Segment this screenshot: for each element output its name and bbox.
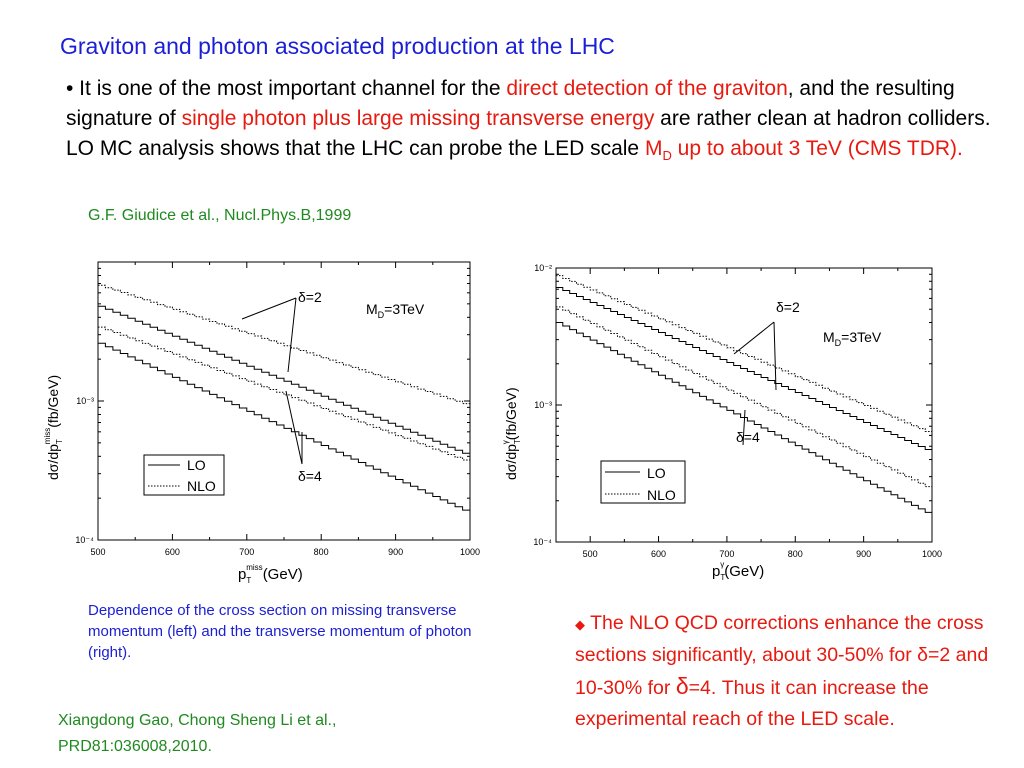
annotation-md-main: M: [366, 301, 378, 317]
series-lo-delta2: [556, 287, 932, 450]
legend-nlo-label: NLO: [647, 487, 676, 503]
arrow-delta4-a: [285, 390, 303, 465]
citation-top: G.F. Giudice et al., Nucl.Phys.B,1999: [88, 207, 352, 224]
annotation-md: MD=3TeV: [366, 301, 425, 320]
note-delta-1: δ: [917, 644, 929, 666]
series-lo-delta2: [98, 305, 470, 454]
annotation-md-sub: D: [378, 310, 385, 320]
x-axis-label: pTγ(GeV): [712, 560, 764, 582]
chart-left-svg: 500 600 700 800 900 1000 10⁻³ 10⁻⁴ LO NLO MD=3…: [43, 261, 480, 585]
conclusion-note: ◆ The NLO QCD corrections enhance the cr…: [575, 608, 1015, 735]
note-delta-2: δ: [675, 673, 689, 699]
arrow-delta2-a: [241, 297, 297, 320]
x-tick-label: 600: [651, 549, 666, 559]
figure-caption: Dependence of the cross section on missi…: [88, 602, 472, 661]
intro-text-3: are rather clean at hadron colliders. LO…: [66, 107, 991, 160]
y-tick-label: 10⁻²: [534, 263, 552, 273]
x-tick-label: 800: [788, 549, 803, 559]
arrow-delta2-b: [773, 321, 777, 391]
annotation-delta2: δ=2: [776, 299, 800, 315]
annotation-delta2: δ=2: [298, 289, 322, 305]
intro-highlight-md: MD up to about 3 TeV (CMS TDR).: [644, 137, 963, 164]
chart-right-svg: 500 600 700 800 900 1000 10⁻²10⁻³10⁻⁴ LO NLO …: [501, 263, 942, 582]
legend-frame: [143, 454, 225, 496]
intro-text-2: , and the resulting signature of: [66, 77, 955, 130]
intro-text-1: • It is one of the most important channe…: [66, 77, 507, 100]
note-text-3: =4. Thus it can increase the experimenta…: [575, 677, 929, 730]
annotation-delta4: δ=4: [736, 429, 760, 445]
legend-nlo-label: NLO: [187, 478, 216, 494]
diamond-bullet-icon: ◆: [575, 617, 585, 632]
x-tick-label: 900: [388, 547, 403, 557]
intro-highlight-graviton: direct detection of the graviton: [506, 77, 788, 100]
annotation-delta4: δ=4: [298, 468, 322, 484]
y-tick-label: 10⁻³: [76, 396, 94, 406]
intro-md-sub: D: [662, 148, 672, 164]
note-text-1: The NLO QCD corrections enhance the cros…: [575, 612, 984, 666]
annotation-md-tail: =3TeV: [384, 301, 425, 317]
series-nlo-delta2: [556, 275, 932, 432]
x-tick-label: 900: [856, 549, 871, 559]
legend: LO NLO: [600, 460, 686, 504]
series-lo-delta4: [556, 322, 932, 513]
arrow-delta4-a: [742, 409, 746, 446]
intro-paragraph: • It is one of the most important channe…: [66, 74, 996, 171]
x-tick-label: 700: [719, 549, 734, 559]
x-tick-label: 700: [239, 547, 254, 557]
annotation-md: MD=3TeV: [823, 329, 882, 348]
arrow-delta2-b: [287, 297, 297, 373]
x-tick-label: 800: [314, 547, 329, 557]
x-axis-label: pTmiss(GeV): [238, 563, 303, 585]
intro-md-main: M: [644, 137, 663, 160]
x-tick-label: 600: [165, 547, 180, 557]
chart-left: 500 600 700 800 900 1000 10⁻³ 10⁻⁴ LO NLO MD=3…: [40, 252, 485, 597]
note-text-2: =2 and 10-30% for: [575, 644, 989, 699]
series-nlo-delta4: [556, 306, 932, 488]
chart-right: 500 600 700 800 900 1000 10⁻² 10⁻³ 10⁻⁴ LO NLO …: [498, 262, 948, 592]
series-nlo-delta4: [98, 326, 470, 461]
legend-lo-label: LO: [187, 457, 206, 473]
legend: LO NLO: [143, 454, 225, 496]
series-lo-delta4: [98, 342, 470, 511]
x-tick-label: 1000: [922, 549, 942, 559]
y-axis-label: dσ/dpTγ(fb/GeV): [501, 387, 522, 480]
citation-bottom-line2: PRD81:036008,2010.: [58, 738, 212, 755]
y-axis-label: dσ/dpTmiss(fb/GeV): [43, 375, 64, 480]
y-tick-label: 10⁻⁴: [533, 537, 552, 547]
arrow-delta2-a: [733, 321, 775, 355]
y-tick-label: 10⁻³: [534, 400, 552, 410]
legend-lo-label: LO: [647, 465, 666, 481]
x-tick-label: 1000: [460, 547, 480, 557]
x-tick-label: 500: [90, 547, 105, 557]
legend-frame: [600, 460, 686, 504]
intro-md-tail: up to about 3 TeV (CMS TDR).: [671, 137, 963, 160]
svg-text:MD=3TeV: MD=3TeV: [366, 301, 425, 320]
slide-title: Graviton and photon associated productio…: [60, 33, 615, 59]
x-tick-label: 500: [583, 549, 598, 559]
citation-bottom-line1: Xiangdong Gao, Chong Sheng Li et al.,: [58, 712, 337, 729]
citation-bottom: Xiangdong Gao, Chong Sheng Li et al., PR…: [58, 708, 336, 760]
y-tick-label: 10⁻⁴: [75, 535, 94, 545]
intro-highlight-signature: single photon plus large missing transve…: [181, 107, 655, 130]
